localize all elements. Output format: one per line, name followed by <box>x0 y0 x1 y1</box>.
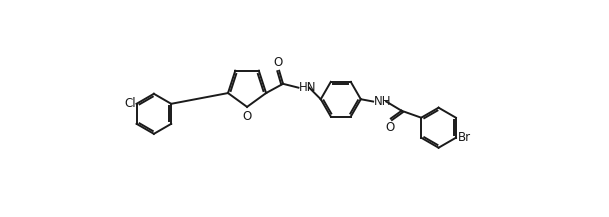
Text: O: O <box>274 56 283 69</box>
Text: Cl: Cl <box>124 97 136 110</box>
Text: O: O <box>242 110 252 123</box>
Text: Br: Br <box>457 131 471 144</box>
Text: HN: HN <box>299 81 317 94</box>
Text: NH: NH <box>374 95 392 108</box>
Text: O: O <box>385 121 395 134</box>
